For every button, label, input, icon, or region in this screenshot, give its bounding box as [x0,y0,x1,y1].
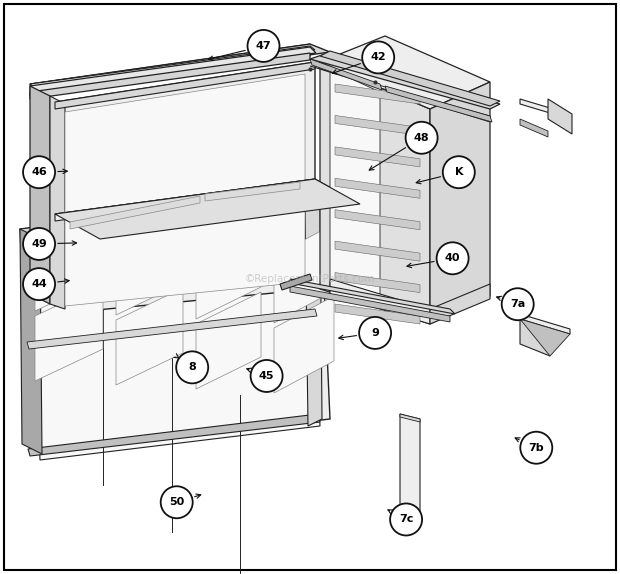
Polygon shape [20,194,322,236]
Polygon shape [35,284,103,381]
Polygon shape [20,194,330,454]
Circle shape [359,317,391,349]
Polygon shape [35,212,103,311]
Text: 47: 47 [255,41,272,51]
Polygon shape [196,292,261,389]
Polygon shape [274,296,334,393]
Polygon shape [20,229,42,454]
Circle shape [502,288,534,320]
Text: 7c: 7c [399,514,414,525]
Polygon shape [430,284,490,324]
Polygon shape [65,74,305,306]
Polygon shape [520,319,570,356]
Polygon shape [305,194,322,426]
Text: K: K [454,167,463,177]
Polygon shape [330,69,380,304]
Polygon shape [385,86,492,122]
Text: 48: 48 [414,133,430,143]
Polygon shape [330,279,430,324]
Circle shape [23,268,55,300]
Circle shape [520,432,552,464]
Circle shape [161,486,193,518]
Text: 46: 46 [31,167,47,177]
Polygon shape [310,66,490,122]
Polygon shape [310,59,382,90]
Polygon shape [30,46,315,88]
Text: 9: 9 [371,328,379,338]
Polygon shape [335,84,420,104]
Polygon shape [335,210,420,230]
Polygon shape [430,82,490,324]
Polygon shape [400,414,420,422]
Polygon shape [30,202,320,460]
Polygon shape [30,44,310,89]
Text: 42: 42 [370,52,386,63]
Circle shape [23,228,55,260]
Circle shape [362,41,394,73]
Text: 7b: 7b [528,443,544,453]
Circle shape [436,242,469,274]
Text: 50: 50 [169,497,184,507]
Polygon shape [274,224,334,323]
Polygon shape [335,273,420,293]
Circle shape [247,30,280,62]
Circle shape [250,360,283,392]
Polygon shape [55,179,315,221]
Circle shape [405,122,438,154]
Polygon shape [116,216,183,315]
Text: 7a: 7a [510,299,525,309]
Polygon shape [205,182,300,201]
Polygon shape [27,309,317,349]
Polygon shape [335,115,420,135]
Polygon shape [55,62,315,314]
Text: 40: 40 [445,253,460,263]
Polygon shape [55,179,360,239]
Text: 44: 44 [31,279,47,289]
Polygon shape [50,96,65,309]
Text: 49: 49 [31,239,47,249]
Text: ©ReplacementParts.com: ©ReplacementParts.com [245,274,375,284]
Polygon shape [290,279,455,314]
Polygon shape [520,319,550,356]
Polygon shape [290,286,450,322]
Polygon shape [335,147,420,167]
Circle shape [176,351,208,383]
Text: 45: 45 [259,371,275,381]
Polygon shape [320,51,500,106]
Polygon shape [320,62,430,324]
Polygon shape [280,274,312,290]
Circle shape [390,503,422,536]
Polygon shape [520,99,570,119]
Polygon shape [320,36,490,109]
Polygon shape [310,54,500,109]
Circle shape [443,156,475,188]
Polygon shape [520,314,570,334]
Polygon shape [116,288,183,385]
Polygon shape [30,44,330,92]
Polygon shape [335,241,420,261]
Polygon shape [400,414,420,524]
Polygon shape [30,47,316,92]
Circle shape [23,156,55,188]
Polygon shape [335,304,420,324]
Polygon shape [335,179,420,198]
Polygon shape [30,49,310,96]
Polygon shape [30,53,310,99]
Polygon shape [70,196,200,229]
Polygon shape [196,220,261,319]
Polygon shape [55,179,360,234]
Polygon shape [28,414,320,456]
Polygon shape [520,119,548,137]
Polygon shape [548,99,572,134]
Text: 8: 8 [188,362,196,373]
Polygon shape [30,86,50,304]
Polygon shape [55,62,315,109]
